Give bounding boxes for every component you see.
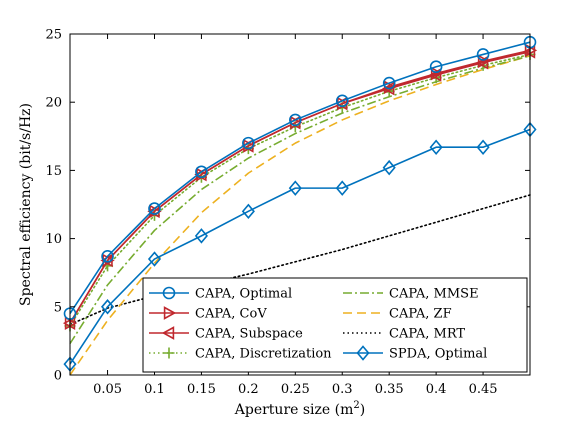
legend-label-capa-subspace: CAPA, Subspace (195, 327, 303, 342)
data-point-capa-optimal (476, 48, 490, 61)
data-point-capa-cov (430, 66, 444, 81)
data-point-capa-optimal (335, 94, 349, 108)
data-point-spda-optimal (429, 139, 443, 155)
data-point-capa-cov (64, 316, 78, 331)
y-tick-label: 0 (54, 369, 62, 384)
data-point-spda-optimal (241, 203, 255, 220)
legend-marker-capa-optimal (162, 286, 176, 300)
data-point-spda-optimal (335, 180, 349, 196)
x-tick-label: 0.2 (238, 382, 259, 397)
x-tick-label: 0.25 (281, 382, 310, 397)
ticks-layer: 0.05 0.1 0.15 0.2 0.25 0.3 0.35 0.4 0.45 0 5 10 15 20… (45, 28, 530, 397)
legend-box (142, 277, 528, 373)
series-layer (62, 35, 538, 376)
legend-label-capa-discretization: CAPA, Discretization (195, 347, 332, 362)
data-point-capa-optimal (195, 165, 208, 179)
plot-frame (69, 33, 531, 376)
y-axis-label: Spectral efficiency (bit/s/Hz) (18, 103, 34, 306)
data-point-capa-optimal (382, 76, 396, 90)
x-tick-label: 0.1 (144, 382, 165, 397)
legend-marker-capa-cov (163, 306, 177, 320)
series-line-spda-optimal (69, 128, 531, 365)
x-tick-label: 0.4 (426, 382, 447, 397)
legend-marker-capa-discretization (163, 347, 175, 359)
legend-label-capa-optimal: CAPA, Optimal (195, 287, 292, 302)
series-capa-mrt (69, 194, 531, 326)
x-tick-label: 0.3 (332, 382, 353, 397)
series-capa-mmse (69, 55, 531, 345)
series-line-capa-zf (69, 55, 531, 376)
data-point-capa-optimal (242, 136, 255, 150)
series-line-capa-cov (69, 49, 531, 324)
y-tick-label: 10 (45, 232, 62, 247)
data-point-spda-optimal (382, 159, 396, 176)
data-point-capa-optimal (289, 113, 302, 127)
series-line-capa-mmse (69, 55, 531, 345)
data-point-spda-optimal (194, 228, 208, 244)
legend-label-capa-mrt: CAPA, MRT (389, 327, 465, 342)
series-capa-optimal (63, 35, 537, 320)
x-tick-label: 0.15 (187, 382, 216, 397)
x-tick-label: 0.05 (93, 382, 122, 397)
series-spda-optimal (63, 121, 537, 372)
data-point-capa-cov (477, 54, 491, 69)
data-point-spda-optimal (101, 299, 115, 315)
x-axis-label: Aperture size (m2) (234, 400, 365, 418)
legend-label-capa-zf: CAPA, ZF (389, 307, 452, 322)
data-point-spda-optimal (147, 251, 162, 267)
y-tick-label: 15 (45, 164, 62, 179)
data-point-capa-optimal (101, 250, 114, 263)
y-tick-label: 5 (54, 300, 62, 315)
data-point-capa-optimal (148, 202, 161, 215)
data-point-capa-optimal (429, 60, 443, 74)
x-tick-label: 0.45 (469, 382, 498, 397)
series-line-capa-mrt (69, 194, 531, 326)
legend-marker-capa-subspace (161, 326, 175, 340)
series-line-capa-optimal (69, 41, 531, 315)
legend-label-capa-cov: CAPA, CoV (195, 307, 267, 322)
legend: CAPA, Optimal CAPA, CoV CAPA, Subspace CAPA… (142, 277, 528, 373)
y-tick-label: 20 (45, 96, 62, 111)
data-point-spda-optimal (288, 180, 302, 196)
y-tick-label: 25 (45, 28, 62, 43)
legend-label-spda-optimal: SPDA, Optimal (389, 347, 487, 362)
data-point-spda-optimal (476, 139, 490, 155)
x-tick-label: 0.35 (375, 382, 404, 397)
legend-marker-spda-optimal (356, 345, 370, 361)
legend-label-capa-mmse: CAPA, MMSE (389, 287, 479, 302)
series-capa-zf (69, 55, 531, 376)
